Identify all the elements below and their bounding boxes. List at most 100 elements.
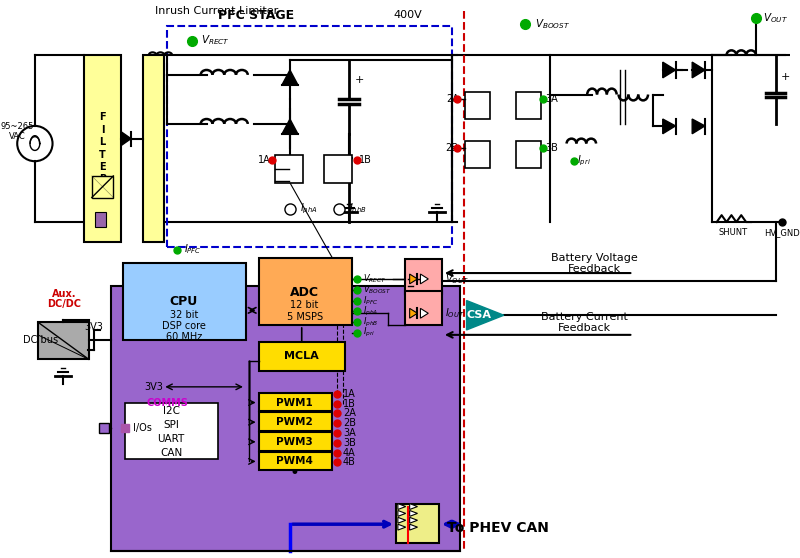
Text: 95~265: 95~265	[1, 122, 34, 131]
Text: $V_{OUT}$: $V_{OUT}$	[445, 272, 469, 286]
Text: PFC STAGE: PFC STAGE	[218, 9, 294, 22]
Bar	[258, 412, 332, 431]
Text: 5 MSPS: 5 MSPS	[286, 312, 322, 322]
Text: I2C
SPI
UART
CAN: I2C SPI UART CAN	[158, 406, 185, 458]
Text: $I_{PFC}$: $I_{PFC}$	[184, 243, 202, 257]
Text: 3V3: 3V3	[145, 382, 164, 392]
Text: I/Os: I/Os	[133, 423, 152, 433]
Text: DC/DC: DC/DC	[47, 300, 82, 309]
Bar	[111, 286, 460, 551]
Bar	[258, 393, 332, 411]
Bar	[465, 141, 490, 168]
Text: VAC: VAC	[9, 132, 26, 141]
Text: 1B: 1B	[358, 155, 371, 165]
Polygon shape	[410, 517, 418, 523]
Bar	[465, 92, 490, 119]
Bar	[111, 286, 460, 551]
Bar	[405, 291, 442, 325]
Text: $I_{pri}$: $I_{pri}$	[578, 154, 591, 169]
Text: 3B: 3B	[545, 143, 558, 153]
Text: MCLA: MCLA	[284, 352, 319, 362]
Text: +: +	[781, 72, 790, 82]
Text: 12 bit: 12 bit	[290, 300, 319, 310]
Text: 4A: 4A	[343, 448, 356, 458]
Text: DSP core: DSP core	[162, 321, 206, 331]
Text: CPU: CPU	[170, 295, 198, 308]
Polygon shape	[410, 274, 418, 284]
Text: PWM1: PWM1	[277, 397, 314, 407]
Text: 32 bit: 32 bit	[170, 310, 198, 320]
Bar	[92, 176, 114, 198]
Text: Feedback: Feedback	[558, 323, 611, 333]
Polygon shape	[421, 309, 428, 318]
Text: 2B: 2B	[446, 143, 458, 153]
Bar	[258, 341, 345, 371]
Text: 4B: 4B	[343, 458, 356, 468]
Bar	[258, 451, 332, 470]
Bar	[94, 212, 106, 227]
Bar	[123, 263, 246, 340]
Bar	[324, 155, 352, 183]
Text: 60 MHz: 60 MHz	[166, 332, 202, 342]
Text: $I_{phA}$: $I_{phA}$	[300, 202, 318, 217]
Text: COMMS: COMMS	[146, 398, 188, 408]
Polygon shape	[421, 274, 428, 284]
Polygon shape	[410, 524, 418, 530]
Text: F
I
L
T
E
R: F I L T E R	[99, 113, 106, 185]
Polygon shape	[398, 524, 406, 530]
Polygon shape	[282, 70, 298, 85]
Text: $V_{OUT}$: $V_{OUT}$	[763, 11, 788, 25]
Text: 3A: 3A	[343, 428, 356, 438]
Text: $I_{OUT}$: $I_{OUT}$	[445, 306, 465, 320]
Polygon shape	[466, 301, 504, 330]
Text: CSA: CSA	[466, 310, 492, 320]
Bar	[6, 6, 790, 266]
Text: 2B: 2B	[343, 418, 356, 428]
Text: 2A: 2A	[446, 94, 458, 104]
Bar	[258, 258, 352, 325]
Text: $I_{phB}$: $I_{phB}$	[362, 316, 378, 329]
Text: SHUNT: SHUNT	[719, 228, 748, 237]
Text: 3A: 3A	[545, 94, 558, 104]
Text: Battery Voltage: Battery Voltage	[550, 253, 638, 263]
Polygon shape	[282, 119, 298, 134]
Polygon shape	[662, 119, 675, 134]
Polygon shape	[398, 517, 406, 523]
Bar	[125, 402, 218, 459]
Text: DC bus: DC bus	[23, 335, 58, 345]
Text: Battery Current: Battery Current	[541, 312, 628, 322]
Bar	[38, 322, 89, 359]
Text: $V_{RECT}$: $V_{RECT}$	[201, 33, 230, 47]
Text: Feedback: Feedback	[567, 264, 621, 274]
Text: ADC: ADC	[290, 286, 319, 299]
Polygon shape	[410, 511, 418, 516]
Text: 2A: 2A	[343, 408, 356, 418]
Bar	[275, 155, 302, 183]
Bar	[84, 55, 122, 242]
Text: 1A: 1A	[343, 389, 356, 399]
Bar	[515, 141, 541, 168]
Text: 3V3: 3V3	[84, 322, 103, 332]
Bar	[515, 92, 541, 119]
Text: To PHEV CAN: To PHEV CAN	[447, 521, 549, 535]
Text: Aux.: Aux.	[52, 288, 77, 299]
Bar	[258, 432, 332, 451]
Text: •: •	[290, 464, 300, 482]
Bar	[142, 55, 164, 242]
Bar	[396, 504, 439, 543]
Text: $V_{RECT}$: $V_{RECT}$	[362, 273, 386, 285]
Polygon shape	[410, 309, 418, 318]
Text: PWM4: PWM4	[277, 456, 314, 466]
Polygon shape	[122, 132, 131, 146]
Polygon shape	[398, 511, 406, 516]
Text: $I_{PFC}$: $I_{PFC}$	[362, 294, 378, 307]
Polygon shape	[410, 504, 418, 509]
Polygon shape	[692, 119, 705, 134]
Bar	[167, 26, 452, 247]
Bar	[405, 259, 442, 294]
Circle shape	[18, 126, 53, 161]
Polygon shape	[692, 62, 705, 78]
Text: +: +	[354, 75, 364, 85]
Text: Inrush Current Limiter: Inrush Current Limiter	[154, 6, 278, 16]
Text: 1A: 1A	[258, 155, 270, 165]
